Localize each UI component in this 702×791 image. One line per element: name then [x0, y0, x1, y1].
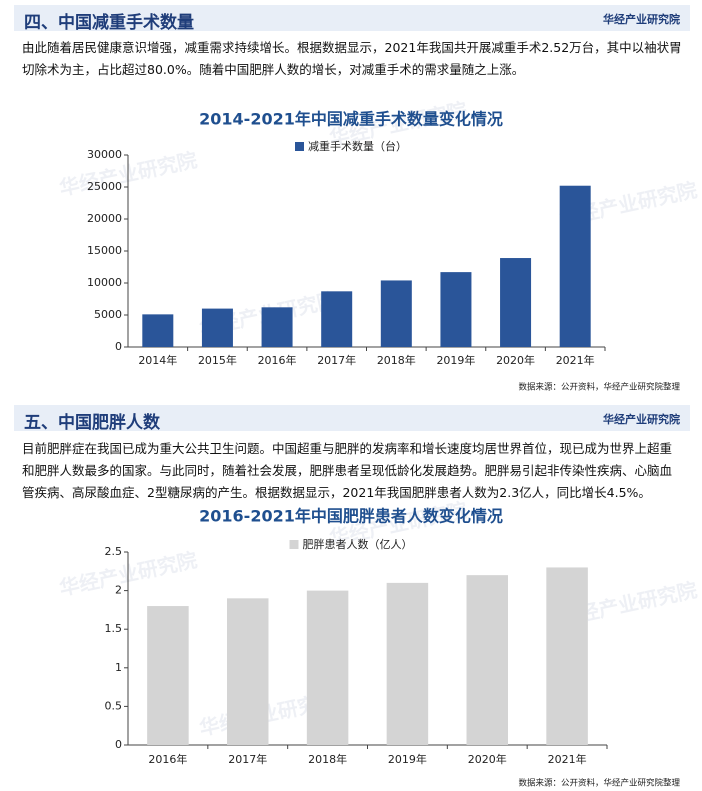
y-tick-label: 2.5	[105, 545, 123, 558]
x-tick-label: 2021年	[548, 752, 587, 766]
y-tick-label: 10000	[87, 276, 122, 289]
source-note: 数据来源：公开资料，华经产业研究院整理	[518, 778, 680, 789]
paragraph: 由此随着居民健康意识增强，减重需求持续增长。根据数据显示，2021年我国共开展减…	[22, 40, 682, 77]
x-tick-label: 2019年	[436, 353, 475, 367]
bar	[226, 598, 269, 745]
y-tick-label: 25000	[87, 180, 122, 193]
x-tick-label: 2016年	[258, 353, 297, 367]
brand: 华经产业研究院	[603, 413, 680, 426]
y-tick-label: 30000	[87, 148, 122, 161]
y-tick-label: 0	[115, 738, 122, 751]
bar	[559, 185, 591, 347]
y-tick-label: 20000	[87, 212, 122, 225]
legend-swatch	[295, 142, 304, 151]
bar	[147, 606, 189, 745]
x-tick-label: 2015年	[198, 353, 237, 367]
section-header: 五、中国肥胖人数 华经产业研究院	[14, 405, 690, 433]
y-tick-label: 2	[115, 584, 122, 597]
x-tick-label: 2020年	[468, 752, 507, 766]
legend-label: 减重手术数量（台）	[308, 139, 407, 153]
bar	[546, 567, 588, 745]
bar	[380, 280, 412, 347]
x-tick-label: 2020年	[496, 353, 535, 367]
bar	[466, 575, 509, 745]
y-tick-label: 1	[115, 661, 122, 674]
chart-title: 2016-2021年中国肥胖患者人数变化情况	[199, 507, 503, 526]
bar	[321, 291, 353, 347]
x-tick-label: 2014年	[138, 353, 177, 367]
section-title: 四、中国减重手术数量	[24, 13, 194, 33]
x-tick-label: 2018年	[377, 353, 416, 367]
source-note: 数据来源：公开资料，华经产业研究院整理	[518, 382, 680, 393]
x-tick-label: 2019年	[388, 752, 427, 766]
chart-title: 2014-2021年中国减重手术数量变化情况	[199, 110, 503, 129]
paragraph: 目前肥胖症在我国已成为重大公共卫生问题。中国超重与肥胖的发病率和增长速度均居世界…	[22, 441, 673, 500]
chart: 华经产业研究院华经产业研究院华经产业研究院华经产业研究院2014-2021年中国…	[57, 100, 699, 393]
x-tick-label: 2018年	[308, 752, 347, 766]
y-tick-label: 1.5	[105, 622, 123, 635]
brand: 华经产业研究院	[603, 13, 680, 26]
bar	[440, 272, 472, 347]
legend-swatch	[289, 540, 299, 549]
x-tick-label: 2017年	[228, 752, 267, 766]
x-tick-label: 2021年	[556, 353, 595, 367]
bar	[306, 590, 349, 745]
y-tick-label: 0.5	[105, 699, 123, 712]
bar	[142, 314, 174, 347]
section-title: 五、中国肥胖人数	[24, 413, 160, 433]
section-header: 四、中国减重手术数量 华经产业研究院	[14, 5, 690, 33]
legend-label: 肥胖患者人数（亿人）	[303, 538, 413, 551]
x-tick-label: 2017年	[317, 353, 356, 367]
bar	[201, 308, 233, 347]
x-tick-label: 2016年	[148, 752, 187, 766]
bar	[500, 258, 532, 347]
chart: 华经产业研究院华经产业研究院华经产业研究院华经产业研究院2016-2021年中国…	[57, 500, 699, 789]
y-tick-label: 15000	[87, 244, 122, 257]
y-tick-label: 0	[115, 340, 122, 353]
y-tick-label: 5000	[94, 308, 122, 321]
bar	[386, 582, 429, 745]
bar	[261, 307, 293, 347]
